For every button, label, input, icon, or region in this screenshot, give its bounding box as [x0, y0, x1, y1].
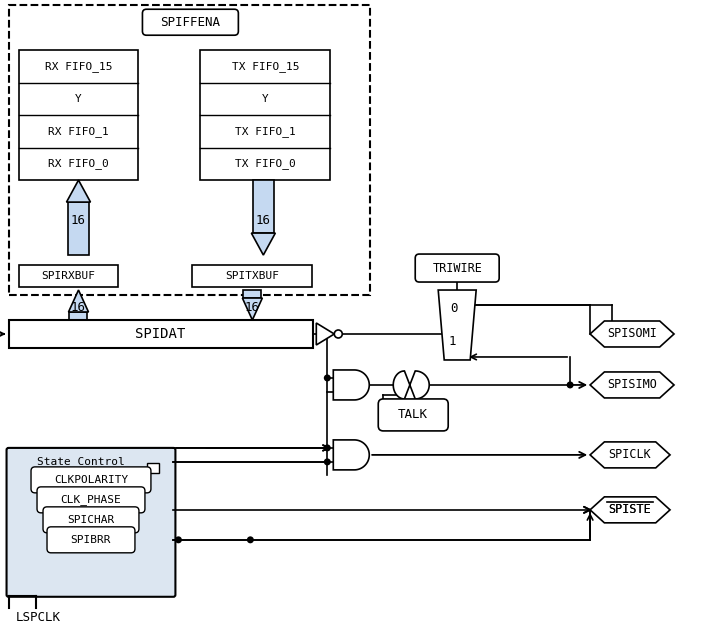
Circle shape: [247, 536, 254, 543]
Bar: [193, 265, 312, 287]
Text: SPISIMO: SPISIMO: [607, 378, 657, 392]
Circle shape: [324, 445, 331, 452]
Bar: [69, 312, 88, 320]
Polygon shape: [393, 371, 429, 399]
Text: RX FIFO_1: RX FIFO_1: [48, 126, 109, 137]
Bar: [148, 463, 160, 473]
FancyBboxPatch shape: [415, 254, 499, 282]
Bar: [201, 50, 330, 180]
Text: TX FIFO_15: TX FIFO_15: [232, 61, 299, 72]
Text: SPIDAT: SPIDAT: [136, 327, 186, 341]
Bar: [253, 180, 274, 233]
Text: Y: Y: [262, 94, 269, 104]
Text: SPICLK: SPICLK: [609, 448, 652, 461]
Circle shape: [324, 459, 331, 466]
Text: 1: 1: [448, 336, 455, 348]
Polygon shape: [242, 298, 263, 320]
Text: 16: 16: [71, 301, 86, 313]
Text: TRIWIRE: TRIWIRE: [432, 262, 482, 275]
Text: TX FIFO_0: TX FIFO_0: [235, 159, 296, 169]
Polygon shape: [316, 323, 334, 345]
Polygon shape: [590, 321, 674, 347]
Text: TX FIFO_1: TX FIFO_1: [235, 126, 296, 137]
Bar: [18, 50, 138, 180]
FancyBboxPatch shape: [31, 467, 151, 493]
Text: CLKPOLARITY: CLKPOLARITY: [54, 475, 128, 485]
Text: RX FIFO_15: RX FIFO_15: [44, 61, 112, 72]
Polygon shape: [333, 370, 369, 400]
Bar: [244, 290, 261, 298]
Text: State Control: State Control: [37, 457, 125, 467]
Text: 0: 0: [450, 301, 457, 315]
Circle shape: [175, 536, 182, 543]
Text: SPISOMI: SPISOMI: [607, 327, 657, 341]
Text: Y: Y: [75, 94, 82, 104]
Text: RX FIFO_0: RX FIFO_0: [48, 159, 109, 169]
Text: CLK_PHASE: CLK_PHASE: [61, 494, 121, 505]
FancyBboxPatch shape: [47, 527, 135, 553]
Polygon shape: [590, 372, 674, 398]
Text: 16: 16: [245, 301, 260, 313]
Polygon shape: [438, 290, 476, 360]
Polygon shape: [590, 442, 670, 468]
Text: SPISTE: SPISTE: [609, 503, 652, 517]
Text: SPICHAR: SPICHAR: [67, 515, 114, 525]
FancyBboxPatch shape: [43, 507, 139, 533]
Text: SPITXBUF: SPITXBUF: [225, 271, 280, 281]
FancyBboxPatch shape: [6, 448, 175, 597]
Bar: [8, 5, 370, 295]
Polygon shape: [68, 290, 88, 312]
FancyBboxPatch shape: [378, 399, 448, 431]
Circle shape: [324, 375, 331, 382]
Text: TALK: TALK: [398, 408, 429, 422]
Circle shape: [334, 330, 342, 338]
Text: SPISTE: SPISTE: [609, 503, 652, 517]
Text: SPIBRR: SPIBRR: [71, 535, 112, 545]
Polygon shape: [590, 497, 670, 523]
Polygon shape: [66, 180, 90, 202]
Circle shape: [567, 382, 573, 389]
Text: SPIRXBUF: SPIRXBUF: [42, 271, 95, 281]
FancyBboxPatch shape: [37, 487, 145, 513]
Bar: [8, 320, 313, 348]
Polygon shape: [251, 233, 275, 255]
Text: 16: 16: [71, 213, 86, 227]
Polygon shape: [333, 440, 369, 470]
Bar: [68, 202, 89, 255]
Bar: [18, 265, 119, 287]
Text: LSPCLK: LSPCLK: [16, 612, 61, 624]
FancyBboxPatch shape: [143, 10, 239, 35]
Text: SPIFFENA: SPIFFENA: [160, 16, 220, 29]
Text: 16: 16: [256, 213, 271, 227]
